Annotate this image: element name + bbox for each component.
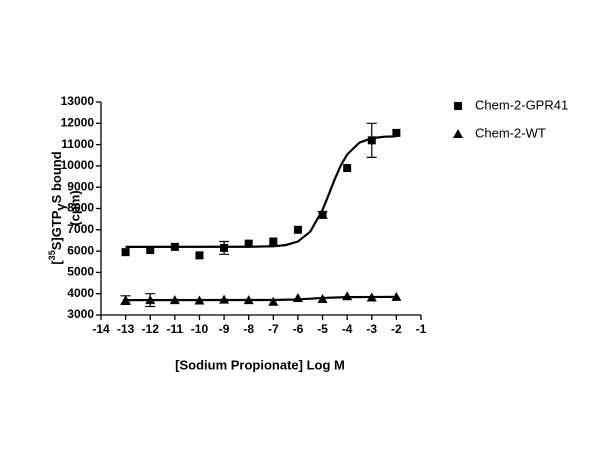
x-axis-label: [Sodium Propionate] Log M (175, 357, 345, 372)
y-axis-label: [35S]GTPγS bound (47, 151, 68, 264)
y-axis-label: (cpm) (67, 190, 82, 225)
data-point (292, 292, 303, 302)
x-tick-label: -3 (366, 322, 377, 336)
y-label-part: γ (53, 203, 68, 211)
y-tick-label: 9000 (67, 179, 94, 193)
data-point (343, 164, 352, 173)
data-point (392, 128, 401, 137)
data-point (367, 136, 376, 145)
data-point (170, 242, 179, 251)
y-tick-label: 11000 (61, 137, 94, 151)
data-point (318, 210, 327, 219)
fit-curve (125, 295, 397, 302)
data-point (342, 291, 353, 301)
data-point (243, 295, 254, 305)
y-tick-label: 7000 (67, 222, 94, 236)
y-tick-label: 13000 (61, 94, 95, 108)
x-tick-label: -4 (342, 322, 353, 336)
y-tick-label: 12000 (61, 115, 95, 129)
y-tick-label: 4000 (67, 286, 94, 300)
x-tick-label: -2 (391, 322, 402, 336)
x-tick-label: -10 (191, 322, 209, 336)
x-tick-label: -11 (167, 322, 184, 336)
y-tick-label: 3000 (67, 307, 94, 321)
y-label-part: [ (49, 260, 64, 265)
legend-marker (454, 102, 462, 110)
x-tick-label: -13 (117, 322, 135, 336)
data-point (244, 239, 253, 248)
y-label-part: S bound (49, 151, 64, 203)
data-point (195, 251, 204, 260)
y-tick-label: 10000 (61, 158, 95, 172)
data-point (391, 291, 402, 301)
data-point (169, 295, 180, 305)
x-tick-label: -12 (142, 322, 160, 336)
data-point (220, 243, 229, 252)
x-tick-label: -5 (317, 322, 328, 336)
x-tick-label: -8 (243, 322, 254, 336)
y-label-part: 35 (47, 250, 57, 260)
data-point (366, 292, 377, 302)
y-tick-label: 6000 (67, 243, 94, 257)
data-point (194, 295, 205, 305)
legend-label: Chem-2-WT (475, 125, 546, 140)
y-tick-label: 5000 (67, 265, 94, 279)
x-tick-label: -7 (268, 322, 279, 336)
legend-label: Chem-2-GPR41 (475, 97, 568, 112)
data-point (269, 237, 278, 246)
data-point (146, 246, 155, 255)
data-point (145, 295, 156, 305)
y-tick-label: 8000 (67, 201, 94, 215)
data-point (293, 225, 302, 234)
x-tick-label: -1 (416, 322, 427, 336)
data-point (317, 294, 328, 304)
x-tick-label: -14 (92, 322, 110, 336)
data-point (120, 295, 131, 305)
data-point (121, 248, 130, 257)
data-point (268, 296, 279, 306)
fit-curve (125, 135, 397, 248)
x-tick-label: -9 (219, 322, 230, 336)
legend-marker (453, 129, 463, 138)
x-tick-label: -6 (293, 322, 304, 336)
data-point (219, 294, 230, 304)
y-label-part: S]GTP (49, 210, 64, 250)
